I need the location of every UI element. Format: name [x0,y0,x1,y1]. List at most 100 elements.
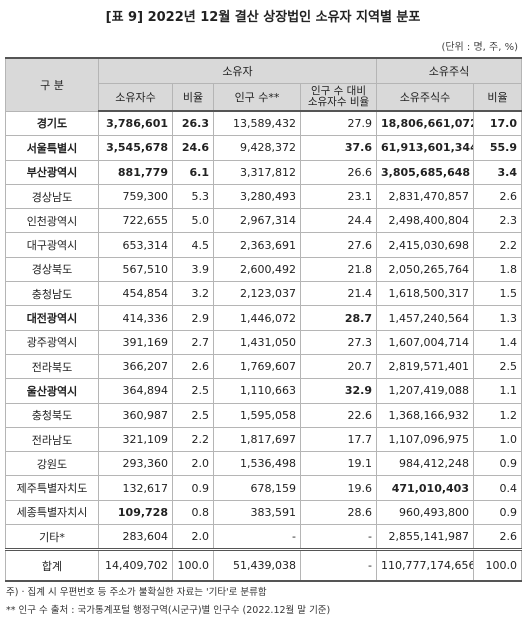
cell: 26.3 [172,110,214,137]
cell: 기타* [5,524,99,551]
cell: 759,300 [98,183,173,210]
cell: 대전광역시 [5,305,99,331]
cell: 3,317,812 [213,159,301,185]
table-row: 기타* 283,604 2.0- -2,855,141,987 2.6 [5,524,523,551]
cell: 1,607,004,714 [376,329,474,355]
cell: 1,817,697 [213,426,301,453]
cell: 391,169 [98,329,173,355]
cell: 984,412,248 [376,451,474,477]
cell: 283,604 [98,524,173,551]
cell: 2.0 [172,451,214,477]
cell: 960,493,800 [376,499,474,526]
table-row: 서울특별시 3,545,678 24.6 9,428,372 37.6 61,913,60… [5,135,523,161]
cell: 2.9 [172,305,214,331]
cell: 55.9 [472,135,523,161]
header-cell: 비율 [172,83,214,112]
cell: 1.5 [472,281,523,307]
cell: 132,617 [98,475,173,501]
cell: 충청북도 [5,402,99,428]
cell: 3.2 [172,281,214,307]
cell: 3,805,685,648 [376,159,474,185]
cell: 서울특별시 [5,135,99,161]
cell: 881,779 [98,159,173,185]
header-cell: 소유주식 [375,57,523,84]
cell: 1,207,419,088 [376,378,474,404]
cell: 2,831,470,857 [376,183,474,210]
cell: 2,855,141,987 [376,524,474,551]
cell: 2,050,265,764 [376,256,474,283]
cell: 4.5 [172,232,214,258]
cell: 471,010,403 [376,475,474,501]
cell: 51,439,038 [213,548,301,583]
cell: 100.0 [172,548,214,583]
cell: 100.0 [472,548,523,583]
cell: 2.2 [172,426,214,453]
cell: 2,600,492 [213,256,301,283]
note: ** 인구 수 출처 : 국가통계포털 행정구역(시군구)별 인구수 (2022… [6,605,331,616]
cell: 전라북도 [5,353,99,380]
cell: - [300,524,377,551]
cell: 19.1 [300,451,377,477]
cell: 24.4 [300,208,377,234]
cell: 27.3 [300,329,377,355]
cell: 2.5 [172,402,214,428]
cell: 1.4 [472,329,523,355]
cell: 26.6 [300,159,377,185]
cell: 32.9 [300,378,377,404]
cell: 1,769,607 [213,353,301,380]
cell: 27.9 [300,110,377,137]
cell: 2.2 [472,232,523,258]
cell: 21.8 [300,256,377,283]
cell: 2,967,314 [213,208,301,234]
table-row: 세종특별자치시 109,728 0.8 383,591 28.6 960,493,800 0… [5,499,523,526]
cell: 23.1 [300,183,377,210]
cell: 3.9 [172,256,214,283]
cell: 1,446,072 [213,305,301,331]
cell: 722,655 [98,208,173,234]
table-row: 경상북도 567,510 3.9 2,600,492 21.8 2,050,265,764… [5,256,523,283]
title: [표 9] 2022년 12월 결산 상장법인 소유자 지역별 분포 [105,10,421,25]
cell: 2.3 [472,208,523,234]
cell: 2.7 [172,329,214,355]
cell: 14,409,702 [98,548,173,583]
cell: 부산광역시 [5,159,99,185]
cell: 19.6 [300,475,377,501]
table-row: 대전광역시 414,336 2.9 1,446,072 28.7 1,457,240,56… [5,305,523,331]
cell: 1,368,166,932 [376,402,474,428]
cell: 3,786,601 [98,110,173,137]
cell: 2.6 [472,524,523,551]
table-row: 대구광역시 653,314 4.5 2,363,691 27.6 2,415,030,69… [5,232,523,258]
header-cell: 비율 [472,83,523,112]
cell: 1,431,050 [213,329,301,355]
cell: 2,415,030,698 [376,232,474,258]
cell: 454,854 [98,281,173,307]
cell: 1,536,498 [213,451,301,477]
table: 구 분 소유자 소유주식 소유자수 비율 인구 수** 인구 수 대비 소유자수 비율… [5,57,523,583]
cell: 61,913,601,344 [376,135,474,161]
cell: 567,510 [98,256,173,283]
table-row: 전라북도 366,207 2.6 1,769,607 20.7 2,819,571,401… [5,353,523,380]
cell: 109,728 [98,499,173,526]
cell: 2.5 [472,353,523,380]
cell: 27.6 [300,232,377,258]
cell: 2,123,037 [213,281,301,307]
cell: 1.1 [472,378,523,404]
cell: 13,589,432 [213,110,301,137]
cell: 0.9 [172,475,214,501]
cell: 383,591 [213,499,301,526]
cell: 2.6 [472,183,523,210]
cell: 5.0 [172,208,214,234]
total-row: 합계 14,409,702 100.0 51,439,038-110,777,174,… [5,548,523,583]
table-row: 인천광역시 722,655 5.0 2,967,314 24.4 2,498,400,80… [5,208,523,234]
cell: 경상북도 [5,256,99,283]
cell: 2.0 [172,524,214,551]
cell: 321,109 [98,426,173,453]
cell: 37.6 [300,135,377,161]
header-cell: 인구 수 대비 소유자수 비율 [300,83,377,112]
cell: 0.9 [472,499,523,526]
cell: 2,498,400,804 [376,208,474,234]
table-row: 충청북도 360,987 2.5 1,595,058 22.6 1,368,166,932… [5,402,523,428]
cell: 2,363,691 [213,232,301,258]
cell: 3,545,678 [98,135,173,161]
